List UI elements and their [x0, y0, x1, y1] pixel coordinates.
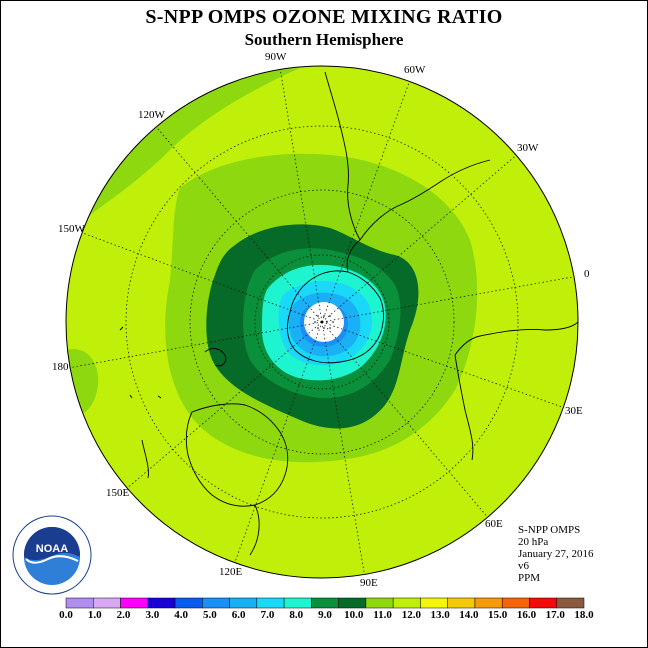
colorbar-swatch — [365, 597, 394, 609]
colorbar-swatch — [202, 597, 230, 609]
colorbar-tick-label: 14.0 — [459, 609, 479, 621]
colorbar-swatch — [474, 597, 503, 609]
lon-label-90e: 90E — [360, 577, 378, 589]
coastlines — [119, 71, 578, 556]
info-instrument: S-NPP OMPS — [518, 524, 581, 536]
colorbar — [65, 597, 585, 609]
colorbar-tick-label: 2.0 — [116, 609, 131, 621]
map-title: S-NPP OMPS OZONE MIXING RATIO — [145, 6, 503, 28]
colorbar-tick-label: 4.0 — [174, 609, 188, 621]
colorbar-tick-label: 9.0 — [318, 609, 332, 621]
lon-label-30w: 30W — [517, 142, 539, 154]
colorbar-swatch — [311, 597, 339, 609]
colorbar-tick-label: 10.0 — [344, 609, 364, 621]
colorbar-swatch — [556, 597, 585, 609]
colorbar-tick-label: 17.0 — [545, 609, 565, 621]
lon-label-30e: 30E — [565, 405, 583, 417]
colorbar-tick-label: 3.0 — [145, 609, 160, 621]
colorbar-tick-label: 18.0 — [574, 609, 594, 621]
map-boundary — [65, 65, 579, 579]
lon-label-150w: 150W — [58, 223, 85, 235]
colorbar-swatch — [338, 597, 367, 609]
info-units: PPM — [518, 572, 541, 584]
colorbar-swatch — [120, 597, 149, 609]
noaa-logo-icon: NOAA — [12, 515, 92, 595]
info-version: v6 — [518, 560, 529, 572]
colorbar-swatch — [93, 597, 121, 609]
lon-label-60e: 60E — [485, 518, 503, 530]
colorbar-tick-label: 13.0 — [430, 609, 450, 621]
colorbar-swatch — [174, 597, 203, 609]
info-level: 20 hPa — [518, 536, 549, 548]
lon-label-90w: 90W — [265, 51, 287, 63]
colorbar-swatch — [501, 597, 530, 609]
colorbar-tick-label: 16.0 — [516, 609, 537, 621]
colorbar-swatch — [229, 597, 258, 609]
map-info-block: S-NPP OMPS 20 hPa January 27, 2016 v6 PP… — [518, 524, 593, 584]
colorbar-tick-label: 11.0 — [373, 609, 392, 621]
colorbar-tick-label: 5.0 — [203, 609, 217, 621]
map-subtitle: Southern Hemisphere — [244, 30, 404, 49]
colorbar-swatch — [65, 597, 94, 609]
colorbar-swatch — [392, 597, 421, 609]
lon-label-120w: 120W — [138, 109, 165, 121]
colorbar-tick-label: 0.0 — [59, 609, 73, 621]
colorbar-swatch — [420, 597, 448, 609]
colorbar-swatch — [147, 597, 176, 609]
lon-label-60w: 60W — [404, 64, 426, 76]
colorbar-swatch — [529, 597, 557, 609]
colorbar-tick-label: 6.0 — [231, 609, 246, 621]
lon-label-150e: 150E — [106, 487, 130, 499]
info-date: January 27, 2016 — [518, 548, 594, 560]
colorbar-swatch — [256, 597, 285, 609]
colorbar-swatch — [447, 597, 476, 609]
lon-label-180: 180 — [52, 361, 69, 373]
colorbar-tick-label: 1.0 — [87, 609, 102, 621]
lon-label-0: 0 — [584, 268, 590, 280]
graticule — [67, 67, 578, 578]
polar-night-hole — [304, 302, 344, 342]
colorbar-tick-label: 8.0 — [289, 609, 304, 621]
colorbar-tick-label: 7.0 — [260, 609, 275, 621]
colorbar-tick-label: 12.0 — [401, 609, 421, 621]
colorbar-swatch — [283, 597, 312, 609]
colorbar-tick-label: 15.0 — [488, 609, 508, 621]
noaa-logo-text: NOAA — [36, 543, 68, 555]
lon-label-120e: 120E — [219, 566, 243, 578]
